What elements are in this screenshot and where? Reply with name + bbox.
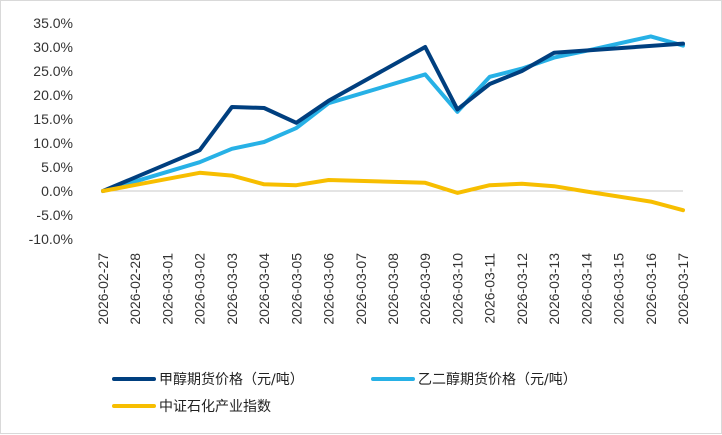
- x-tick-label: 2026-03-10: [449, 253, 465, 325]
- series-lines: [101, 34, 685, 213]
- x-tick-label: 2026-03-11: [482, 253, 498, 324]
- y-tick-label: -5.0%: [36, 207, 73, 223]
- x-tick-label: 2026-03-16: [643, 253, 659, 325]
- x-tick-label: 2026-03-06: [321, 253, 337, 325]
- series-line-1: [101, 41, 685, 193]
- y-tick-label: 35.0%: [33, 15, 73, 31]
- x-tick-label: 2026-03-12: [514, 253, 530, 325]
- legend: 甲醇期货价格（元/吨） 乙二醇期货价格（元/吨） 中证石化产业指数: [112, 371, 577, 415]
- y-tick-label: 10.0%: [33, 135, 73, 151]
- y-tick-label: 20.0%: [33, 87, 73, 103]
- x-tick-label: 2026-03-08: [385, 253, 401, 325]
- x-tick-label: 2026-03-01: [159, 253, 175, 325]
- x-tick-label: 2026-02-28: [127, 253, 143, 325]
- series-line-3: [101, 170, 685, 213]
- x-tick-label: 2026-03-14: [578, 253, 594, 325]
- y-tick-label: 15.0%: [33, 111, 73, 127]
- x-tick-label: 2026-03-03: [224, 253, 240, 325]
- legend-label: 中证石化产业指数: [159, 399, 271, 415]
- x-tick-label: 2026-03-13: [546, 253, 562, 325]
- x-tick-label: 2026-03-17: [675, 253, 691, 325]
- x-tick-label: 2026-03-07: [353, 253, 369, 325]
- x-tick-label: 2026-03-04: [256, 253, 272, 325]
- y-axis-ticks: 35.0% 30.0% 25.0% 20.0% 15.0% 10.0% 5.0% 0.0% -5…: [29, 15, 73, 247]
- legend-label: 乙二醇期货价格（元/吨）: [418, 371, 577, 388]
- x-tick-label: 2026-03-09: [417, 253, 433, 325]
- series-line-2: [101, 34, 685, 193]
- y-tick-label: -10.0%: [29, 231, 73, 247]
- legend-label: 甲醇期货价格（元/吨）: [159, 371, 304, 388]
- y-tick-label: 30.0%: [33, 39, 73, 55]
- x-tick-label: 2026-03-05: [288, 253, 304, 325]
- x-tick-label: 2026-03-02: [192, 253, 208, 325]
- x-tick-label: 2026-03-15: [611, 253, 627, 325]
- y-tick-label: 25.0%: [33, 63, 73, 79]
- y-tick-label: 5.0%: [41, 159, 73, 175]
- x-axis-ticks: 2026-02-27 2026-02-28 2026-03-01 2026-03-02…: [95, 253, 691, 325]
- x-tick-label: 2026-02-27: [95, 253, 111, 325]
- y-tick-label: 0.0%: [41, 183, 73, 199]
